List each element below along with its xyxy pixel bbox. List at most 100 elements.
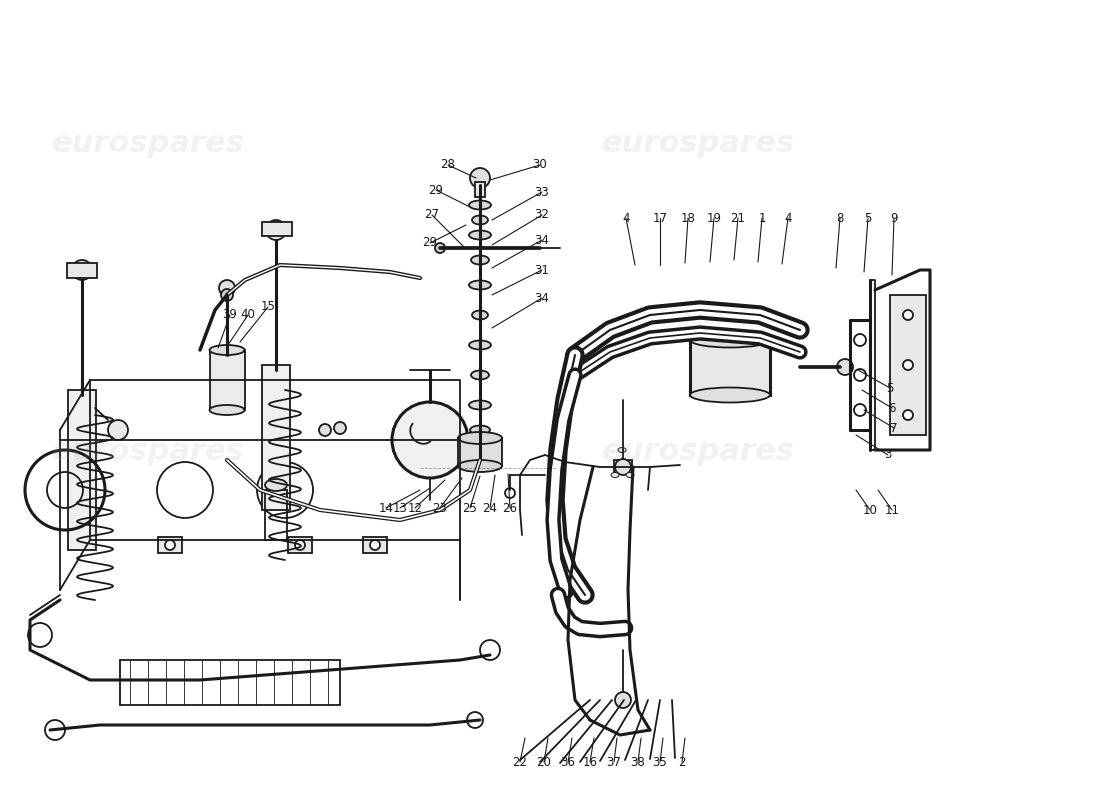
Text: 20: 20 <box>537 755 551 769</box>
Text: 2: 2 <box>679 755 685 769</box>
Text: 29: 29 <box>422 237 438 250</box>
Circle shape <box>470 168 490 188</box>
Text: 3: 3 <box>884 449 892 462</box>
Bar <box>67 263 97 278</box>
Circle shape <box>219 280 235 296</box>
Text: 38: 38 <box>630 755 646 769</box>
Ellipse shape <box>690 387 770 402</box>
Text: 11: 11 <box>884 503 900 517</box>
Ellipse shape <box>472 215 488 225</box>
Circle shape <box>108 420 128 440</box>
Circle shape <box>334 422 346 434</box>
Ellipse shape <box>470 426 490 434</box>
Ellipse shape <box>209 345 244 355</box>
Ellipse shape <box>458 432 502 444</box>
Text: 15: 15 <box>261 301 275 314</box>
Bar <box>890 295 926 435</box>
Text: 29: 29 <box>429 183 443 197</box>
Bar <box>265 490 287 540</box>
Circle shape <box>392 402 468 478</box>
Text: 34: 34 <box>535 234 549 246</box>
Circle shape <box>221 289 233 301</box>
Text: 7: 7 <box>890 422 898 434</box>
Text: 19: 19 <box>706 211 722 225</box>
Text: 16: 16 <box>583 755 597 769</box>
Text: 4: 4 <box>623 211 629 225</box>
Text: 33: 33 <box>535 186 549 198</box>
Ellipse shape <box>626 473 634 478</box>
Bar <box>475 182 485 197</box>
Circle shape <box>434 243 446 253</box>
Ellipse shape <box>469 201 491 210</box>
Text: 23: 23 <box>432 502 448 514</box>
Text: 24: 24 <box>483 502 497 514</box>
Text: 6: 6 <box>889 402 895 414</box>
Text: 32: 32 <box>535 209 549 222</box>
Ellipse shape <box>458 460 502 472</box>
Bar <box>288 537 312 553</box>
Text: 35: 35 <box>652 755 668 769</box>
Circle shape <box>903 360 913 370</box>
Ellipse shape <box>471 370 490 379</box>
Bar <box>210 350 245 410</box>
Circle shape <box>319 424 331 436</box>
Text: 27: 27 <box>425 209 440 222</box>
Circle shape <box>72 260 92 280</box>
Ellipse shape <box>265 479 287 491</box>
Bar <box>458 438 502 466</box>
Circle shape <box>854 369 866 381</box>
Bar <box>68 390 96 550</box>
Ellipse shape <box>618 447 626 453</box>
Text: 13: 13 <box>393 502 407 514</box>
Text: 26: 26 <box>503 502 517 514</box>
Text: 30: 30 <box>532 158 548 171</box>
Text: 10: 10 <box>862 503 878 517</box>
Ellipse shape <box>471 255 490 265</box>
Text: 17: 17 <box>652 211 668 225</box>
Text: 22: 22 <box>513 755 528 769</box>
Text: 5: 5 <box>865 211 871 225</box>
Circle shape <box>837 359 852 375</box>
Circle shape <box>903 410 913 420</box>
Text: 9: 9 <box>890 211 898 225</box>
Ellipse shape <box>469 401 491 410</box>
Ellipse shape <box>469 281 491 290</box>
Text: 5: 5 <box>887 382 893 394</box>
Ellipse shape <box>690 333 770 347</box>
Ellipse shape <box>610 473 619 478</box>
Bar <box>363 537 387 553</box>
Text: 1: 1 <box>758 211 766 225</box>
Text: 37: 37 <box>606 755 621 769</box>
Text: eurospares: eurospares <box>52 130 245 158</box>
Text: 12: 12 <box>407 502 422 514</box>
Circle shape <box>295 540 305 550</box>
Ellipse shape <box>209 405 244 415</box>
Bar <box>614 460 632 474</box>
Text: 14: 14 <box>378 502 394 514</box>
Bar <box>262 222 292 236</box>
Text: eurospares: eurospares <box>52 438 245 466</box>
Text: 8: 8 <box>836 211 844 225</box>
Text: 28: 28 <box>441 158 455 171</box>
Text: 25: 25 <box>463 502 477 514</box>
Ellipse shape <box>472 310 488 319</box>
Circle shape <box>854 404 866 416</box>
Text: 40: 40 <box>241 309 255 322</box>
Text: 39: 39 <box>222 309 238 322</box>
Text: 18: 18 <box>681 211 695 225</box>
Bar <box>158 537 182 553</box>
Circle shape <box>903 310 913 320</box>
Ellipse shape <box>469 341 491 350</box>
Circle shape <box>615 459 631 475</box>
Bar <box>120 660 340 705</box>
Circle shape <box>165 540 175 550</box>
Bar <box>690 340 770 395</box>
Text: 21: 21 <box>730 211 746 225</box>
Text: 36: 36 <box>561 755 575 769</box>
Circle shape <box>266 220 286 240</box>
Circle shape <box>615 692 631 708</box>
Text: eurospares: eurospares <box>602 438 795 466</box>
Ellipse shape <box>469 230 491 239</box>
Text: eurospares: eurospares <box>602 130 795 158</box>
Text: 34: 34 <box>535 291 549 305</box>
